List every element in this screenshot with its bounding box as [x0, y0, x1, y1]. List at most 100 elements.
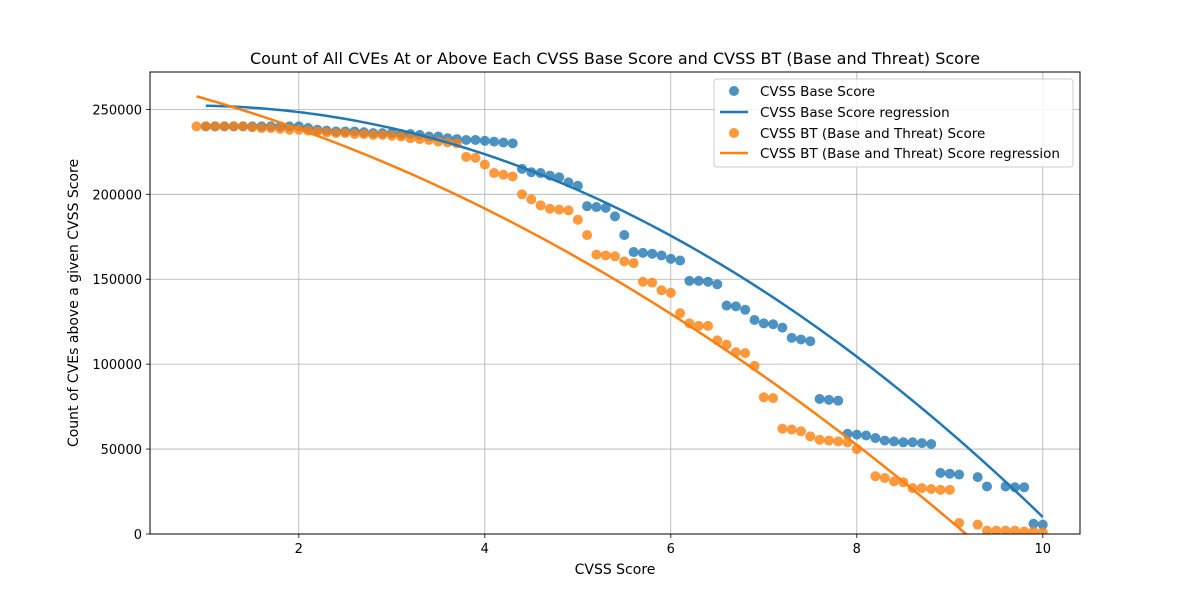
data-point	[768, 393, 779, 404]
data-point	[935, 467, 946, 478]
data-point	[628, 247, 639, 258]
data-point	[954, 469, 965, 480]
data-point	[712, 279, 723, 290]
data-point	[786, 332, 797, 343]
data-point	[972, 472, 983, 483]
data-point	[786, 424, 797, 435]
data-point	[721, 300, 732, 311]
data-point	[693, 275, 704, 286]
data-point	[916, 438, 927, 449]
data-point	[358, 129, 369, 139]
data-point	[665, 253, 676, 264]
data-point	[544, 203, 555, 214]
data-point	[1037, 527, 1048, 534]
data-point	[600, 250, 611, 261]
data-point	[805, 431, 816, 442]
chart-title: Count of All CVEs At or Above Each CVSS …	[250, 49, 980, 68]
plot-data	[191, 95, 1048, 534]
data-point	[507, 138, 518, 149]
data-point	[461, 151, 472, 162]
legend-label-bt-regression: CVSS BT (Base and Threat) Score regressi…	[760, 146, 1060, 162]
data-point	[740, 304, 751, 315]
data-point	[935, 484, 946, 495]
data-point	[563, 205, 574, 216]
y-tick-label: 50000	[101, 443, 142, 458]
data-point	[907, 437, 918, 448]
axis-ticks: 2 4 6 8 10 0 50000 100000 150000 200000 250000	[92, 103, 1051, 557]
data-point	[247, 122, 258, 133]
data-point	[340, 128, 351, 139]
data-point	[377, 129, 388, 140]
data-point	[796, 426, 806, 437]
legend: CVSS Base Score CVSS Base Score regressi…	[713, 78, 1074, 168]
data-point	[610, 251, 620, 262]
data-point	[796, 334, 806, 345]
data-point	[265, 123, 276, 134]
data-point	[619, 230, 630, 241]
data-point	[489, 168, 500, 179]
data-point	[693, 320, 704, 331]
data-point	[889, 476, 899, 487]
y-axis-label: Count of CVEs above a given CVSS Score	[66, 159, 82, 447]
legend-marker-bt-score	[729, 128, 739, 138]
data-point	[479, 135, 490, 146]
data-point	[982, 525, 992, 534]
data-point	[972, 519, 983, 530]
data-point	[721, 339, 732, 350]
data-point	[628, 258, 639, 269]
x-tick-label: 10	[1035, 542, 1052, 557]
data-point	[582, 201, 593, 212]
y-tick-label: 150000	[92, 273, 142, 288]
data-point	[703, 276, 713, 287]
legend-label-base-score: CVSS Base Score	[760, 84, 875, 100]
data-point	[777, 423, 788, 434]
regression-line-3	[196, 95, 968, 534]
data-point	[600, 202, 611, 213]
data-point	[675, 255, 686, 266]
data-point	[926, 438, 937, 449]
data-point	[321, 127, 332, 138]
data-point	[228, 121, 239, 132]
x-tick-label: 8	[853, 542, 861, 557]
data-point	[591, 202, 602, 213]
data-point	[982, 481, 992, 492]
data-point	[833, 395, 844, 406]
data-point	[517, 189, 527, 200]
data-point	[656, 250, 667, 261]
legend-label-bt-score: CVSS BT (Base and Threat) Score	[760, 126, 985, 142]
data-point	[219, 121, 230, 132]
y-tick-label: 0	[134, 528, 142, 543]
x-axis-label: CVSS Score	[575, 562, 656, 578]
data-point	[470, 152, 481, 163]
data-point	[926, 483, 937, 494]
y-tick-label: 200000	[92, 188, 142, 203]
data-point	[665, 287, 676, 298]
data-point	[647, 248, 658, 259]
data-point	[889, 436, 899, 447]
data-point	[944, 468, 955, 479]
data-point	[991, 525, 1002, 534]
data-point	[916, 483, 927, 494]
data-point	[870, 433, 881, 444]
data-point	[637, 276, 648, 287]
data-point	[777, 322, 788, 333]
data-point	[823, 394, 834, 405]
legend-marker-base-score	[729, 86, 739, 96]
data-point	[498, 137, 509, 148]
data-point	[386, 130, 397, 141]
data-point	[758, 392, 769, 403]
data-point	[1000, 525, 1011, 534]
data-point	[479, 159, 490, 170]
data-point	[879, 435, 890, 446]
data-point	[740, 348, 751, 359]
data-point	[703, 320, 713, 331]
data-point	[591, 249, 602, 260]
legend-box	[713, 78, 1074, 168]
data-point	[572, 214, 583, 225]
data-point	[879, 472, 890, 483]
data-point	[898, 437, 909, 448]
data-point	[610, 211, 620, 222]
data-point	[1019, 526, 1030, 534]
data-point	[823, 435, 834, 446]
